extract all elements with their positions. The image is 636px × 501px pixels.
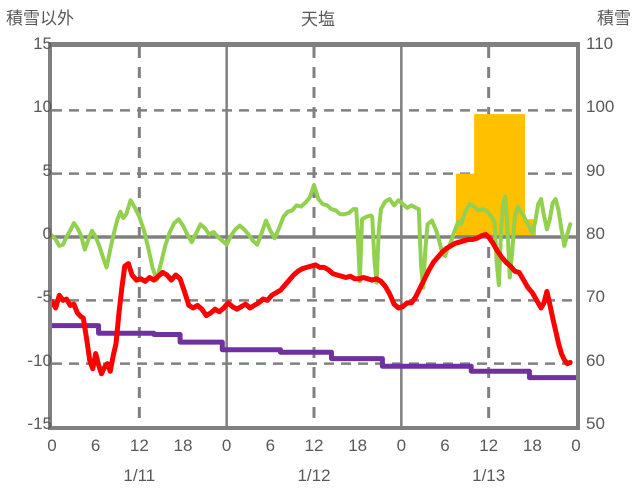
- x-axis-tick: 6: [440, 436, 450, 455]
- x-axis-tick: 6: [90, 436, 101, 455]
- x-axis-tick: 12: [304, 436, 324, 455]
- y-axis-tick-left: 5: [42, 160, 52, 180]
- left-axis-title: 積雪以外: [6, 9, 74, 28]
- y-axis-tick-right: 50: [586, 414, 605, 433]
- y-axis-tick-right: 70: [586, 287, 605, 307]
- x-axis-tick: 18: [173, 436, 193, 455]
- y-axis-tick-right: 60: [586, 350, 605, 370]
- x-axis-tick: 0: [396, 436, 407, 455]
- y-axis-tick-right: 100: [586, 97, 615, 117]
- x-axis-tick: 18: [348, 436, 368, 455]
- y-axis-tick-right: 110: [586, 34, 614, 53]
- y-axis-tick-right: 90: [586, 160, 605, 180]
- chart-canvas: [52, 47, 576, 426]
- x-axis-tick: 0: [47, 436, 57, 455]
- x-axis-day-label: 1/13: [472, 466, 506, 485]
- x-axis-day-label: 1/12: [297, 466, 331, 485]
- x-axis-day-label: 1/11: [123, 466, 156, 485]
- y-axis-tick-left: 10: [33, 97, 52, 117]
- red-series-line: [52, 231, 573, 377]
- x-axis-tick: 12: [479, 436, 499, 455]
- x-axis-tick: 12: [129, 436, 149, 455]
- green-series-line: [52, 183, 573, 290]
- purple-series-line: [52, 323, 576, 381]
- x-axis-tick: 6: [265, 436, 276, 455]
- y-axis-tick-right: 80: [586, 224, 605, 243]
- y-axis-tick-left: -10: [27, 350, 52, 370]
- x-axis-tick: 0: [221, 436, 232, 455]
- y-axis-tick-left: -5: [36, 287, 52, 307]
- x-axis-tick: 0: [571, 436, 581, 455]
- plot-area: [48, 42, 580, 430]
- x-axis-tick: 18: [522, 436, 542, 455]
- plot-inner: [52, 47, 576, 426]
- chart-title: 天塩: [301, 10, 335, 29]
- right-axis-title: 積雪: [597, 9, 631, 28]
- y-axis-tick-left: -15: [27, 414, 52, 433]
- y-axis-tick-left: 0: [42, 224, 52, 243]
- y-axis-tick-left: 15: [33, 34, 52, 53]
